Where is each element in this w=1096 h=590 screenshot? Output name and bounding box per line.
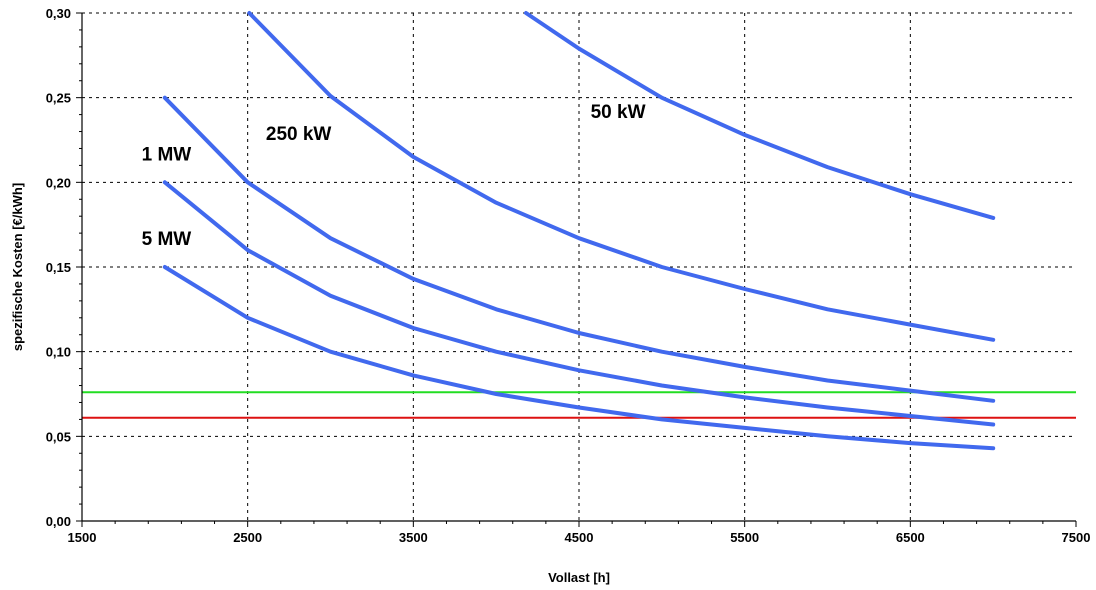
series-annotation: 50 kW	[591, 102, 646, 123]
y-tick-label: 0,15	[46, 260, 71, 275]
y-axis-title: spezifische Kosten [€/kWh]	[10, 183, 25, 351]
x-axis-title: Vollast [h]	[548, 570, 610, 585]
x-tick-label: 5500	[730, 530, 759, 545]
y-tick-label: 0,05	[46, 429, 71, 444]
series-line	[162, 180, 996, 427]
series-line	[162, 265, 996, 451]
series-annotation: 5 MW	[142, 229, 192, 250]
x-tick-label: 6500	[896, 530, 925, 545]
x-tick-label: 7500	[1062, 530, 1091, 545]
series-annotation: 1 MW	[142, 144, 192, 165]
y-tick-label: 0,20	[46, 175, 71, 190]
x-tick-label: 2500	[233, 530, 262, 545]
series-line	[524, 11, 996, 220]
series-line	[162, 95, 996, 403]
tick-labels: 1500 2500 3500 4500 5500 6500 7500 0,00 0,05 0,10…	[46, 6, 1091, 545]
series-annotations: 50 kW 250 kW 1 MW 5 MW	[142, 102, 646, 250]
x-tick-label: 3500	[399, 530, 428, 545]
series-annotation: 250 kW	[266, 124, 332, 145]
y-tick-label: 0,10	[46, 345, 71, 360]
x-tick-label: 4500	[565, 530, 594, 545]
y-tick-label: 0,30	[46, 6, 71, 21]
grid-lines	[82, 12, 1076, 521]
data-series	[162, 11, 996, 451]
y-tick-label: 0,25	[46, 91, 71, 106]
axes	[76, 12, 1077, 527]
series-line	[247, 11, 996, 342]
x-tick-label: 1500	[68, 530, 97, 545]
y-tick-label: 0,00	[46, 514, 71, 529]
